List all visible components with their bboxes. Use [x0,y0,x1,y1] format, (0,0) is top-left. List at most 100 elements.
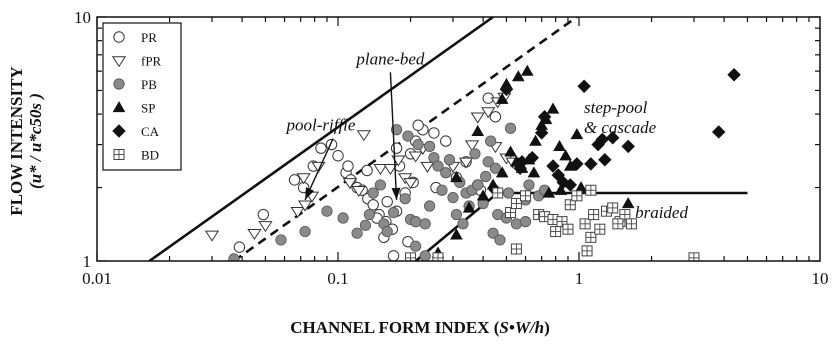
point-sp [471,124,485,136]
point-pb [472,179,484,191]
point-pb [485,135,497,147]
point-bd [585,184,597,196]
point-sp [554,183,568,195]
point-pb [412,138,424,151]
point-bd [585,231,597,243]
point-sp [511,70,525,82]
point-ca [556,175,570,190]
point-sp [495,92,509,104]
point-sp [495,166,509,178]
point-ca [534,126,549,140]
point-pb [469,148,481,160]
point-ca [499,82,514,97]
point-bd [405,252,417,261]
point-bd [594,223,606,235]
point-ca [621,139,635,154]
legend-label-fpr: fPR [141,54,162,69]
annotation-label: & cascade [584,118,657,137]
point-fpr [258,221,273,233]
x-tick-label: 0.1 [327,269,348,288]
point-pr [332,150,344,162]
point-bd [550,226,562,238]
point-pr [257,208,270,221]
point-bd [492,187,504,199]
legend-marker-bd [113,149,125,160]
point-fpr [408,151,423,163]
y-axis-title: FLOW INTENSITY (u* / u*c50s ) [7,66,45,215]
x-axis-title-prefix: CHANNEL FORM INDEX ( [290,318,500,337]
point-pb [457,218,469,230]
point-sp [570,128,584,140]
point-pb [519,216,532,228]
point-bd [571,190,583,202]
point-sp [520,64,534,76]
point-fpr [290,206,305,219]
point-ca [727,67,741,82]
x-axis-title-suffix: ) [544,318,550,337]
annotation-arrowhead [391,187,401,200]
point-ca [712,125,726,139]
point-pb [419,250,431,261]
point-pr [412,119,424,131]
point-pr [315,142,327,154]
point-bd [520,190,532,202]
point-pb [494,234,506,246]
point-pb [450,208,463,221]
point-ca [577,79,591,94]
point-pb [363,208,376,221]
legend-label-bd: BD [141,148,159,163]
point-pb [337,212,349,224]
plot-area-frame [96,16,821,262]
legend: PR fPR PB SP CA BD [102,22,182,171]
point-pr [440,135,452,147]
point-ca [598,153,612,167]
series-bd [405,184,700,261]
point-pr [288,174,301,186]
point-bd [607,202,619,214]
point-fpr [356,130,371,142]
point-sp [504,145,517,157]
point-bd [588,209,600,221]
axis-ticks [96,16,820,262]
x-tick-label: 1 [575,269,584,288]
point-fpr [420,161,435,173]
point-pr [367,199,379,211]
point-fpr [458,157,474,169]
point-pb [299,225,311,238]
annotation-label: braided [635,203,688,222]
point-fpr [403,178,418,190]
point-pb [321,205,333,217]
axis-labels: 0.01 0.1 1 10 1 10 [74,8,829,288]
point-ca [546,159,560,173]
point-pr [428,127,440,139]
point-ca [605,131,620,145]
y-axis-title-line2: (u* / u*c50s ) [26,93,45,189]
point-fpr [383,164,398,176]
point-ca [563,178,577,192]
legend-marker-fpr [111,56,127,68]
point-fpr [297,200,313,212]
point-sp [542,186,556,198]
point-bd [579,218,591,230]
legend-box [102,22,182,171]
point-pb [387,206,400,219]
point-pb [482,156,494,168]
legend-marker-pb [113,78,125,90]
point-pr [387,250,400,261]
x-tick-label: 10 [812,269,829,288]
point-sp [621,197,635,209]
point-pb [410,216,422,228]
point-pb [381,225,393,238]
point-bd [510,243,522,255]
annotation-arrowhead [305,187,315,200]
y-tick-label: 10 [74,8,91,27]
point-pb [502,187,515,199]
point-sp [529,134,542,146]
point-pb [410,240,422,252]
point-pb [432,160,444,172]
point-pb [447,191,459,204]
legend-marker-pr [113,31,125,43]
point-sp [553,139,566,152]
point-pb [440,167,452,179]
point-pb [402,130,414,142]
